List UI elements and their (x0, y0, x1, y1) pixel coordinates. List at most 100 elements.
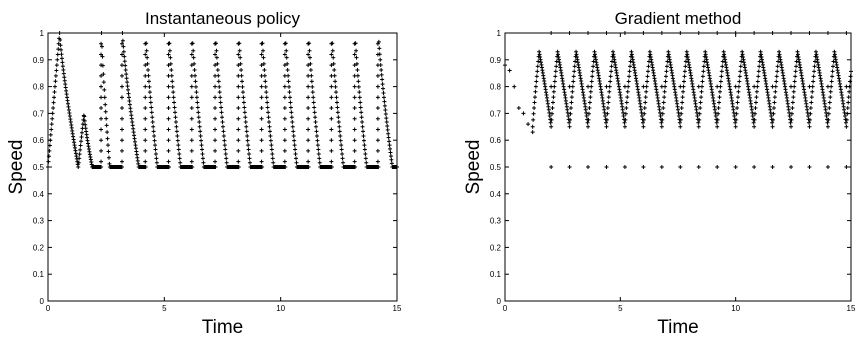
data-point (756, 69, 761, 74)
data-point (143, 165, 148, 169)
data-point (172, 105, 177, 110)
data-point (848, 79, 853, 84)
data-point (189, 127, 194, 132)
data-point (360, 120, 365, 125)
data-point (99, 165, 104, 169)
data-point (120, 38, 125, 43)
data-point (119, 148, 124, 153)
data-point (246, 147, 251, 152)
data-point (128, 109, 133, 114)
data-point (661, 106, 666, 111)
data-point (604, 124, 609, 129)
data-point (152, 134, 157, 139)
data-point (641, 31, 646, 35)
data-point (236, 127, 241, 132)
y-tick-label: 0.8 (490, 83, 502, 92)
data-point (844, 84, 849, 89)
data-point (306, 106, 311, 111)
y-tick-label: 0.6 (490, 136, 502, 145)
data-point (119, 41, 124, 46)
data-point (757, 59, 762, 64)
data-point (642, 111, 647, 116)
data-point (175, 134, 180, 139)
data-point (530, 124, 535, 129)
data-point (552, 79, 557, 84)
data-point (735, 106, 740, 111)
data-point (104, 116, 109, 121)
data-point (193, 79, 198, 84)
data-point (173, 110, 178, 115)
data-point (754, 95, 759, 100)
data-point (306, 73, 311, 78)
data-point (306, 95, 311, 100)
y-tick-label: 0.1 (490, 270, 502, 279)
data-point (678, 31, 683, 35)
data-point (103, 109, 108, 114)
data-point (176, 143, 181, 148)
data-point (121, 44, 126, 49)
data-point (125, 80, 130, 85)
data-point (359, 115, 364, 120)
chart-1: Instantaneous policy Time Speed 0 5 10 15 0 0.1 0… (6, 9, 402, 338)
data-point (626, 79, 631, 84)
data-point (734, 117, 739, 122)
data-point (516, 106, 521, 111)
data-point (268, 134, 273, 139)
data-point (213, 148, 218, 153)
data-point (287, 84, 292, 89)
data-point (587, 106, 592, 111)
data-point (329, 73, 334, 78)
data-point (119, 106, 124, 111)
data-point (314, 124, 319, 129)
data-point (682, 74, 687, 79)
data-point (383, 107, 388, 112)
data-point (329, 106, 334, 111)
data-point (586, 84, 591, 89)
data-point (192, 61, 197, 66)
y-tick-label: 0.7 (490, 109, 502, 118)
data-point (122, 54, 127, 59)
data-point (329, 63, 334, 68)
data-point (572, 69, 577, 74)
data-point (341, 160, 346, 165)
data-point (826, 111, 831, 116)
data-point (246, 143, 251, 148)
data-point (591, 59, 596, 64)
data-point (697, 117, 702, 122)
data-point (663, 79, 668, 84)
data-point (605, 106, 610, 111)
data-point (119, 165, 124, 169)
data-point (699, 89, 704, 94)
data-point (573, 59, 578, 64)
data-point (683, 59, 688, 64)
data-point (382, 99, 387, 104)
data-point (79, 130, 84, 135)
data-point (606, 100, 611, 105)
data-point (219, 105, 224, 110)
data-point (568, 111, 573, 116)
data-point (329, 95, 334, 100)
data-point (56, 47, 61, 52)
data-point (172, 100, 177, 105)
data-point (151, 124, 156, 129)
data-point (145, 55, 150, 60)
data-point (845, 106, 850, 111)
data-point (381, 91, 386, 96)
data-point (526, 122, 531, 127)
data-point (756, 74, 761, 79)
data-point (60, 60, 65, 65)
data-point (660, 111, 665, 116)
data-point (604, 117, 609, 122)
data-point (213, 165, 218, 169)
data-point (720, 64, 725, 69)
data-point (512, 84, 517, 89)
data-point (291, 134, 296, 139)
data-point (213, 116, 218, 121)
data-point (213, 63, 218, 68)
y-tick-label: 0.8 (33, 83, 45, 92)
data-point (200, 151, 205, 156)
data-point (700, 74, 705, 79)
data-point (213, 41, 218, 46)
data-point (236, 41, 241, 46)
data-point (699, 95, 704, 100)
